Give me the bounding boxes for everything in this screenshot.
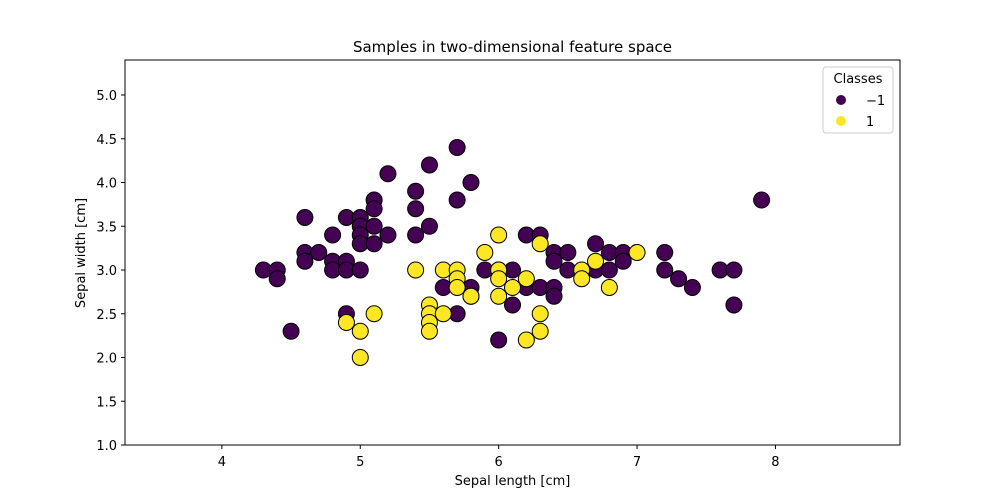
- legend-title: Classes: [834, 72, 883, 87]
- data-point-class-1: [587, 252, 605, 270]
- data-point-class-neg1: [268, 270, 286, 288]
- data-point-class-1: [448, 279, 466, 296]
- data-point-class-1: [337, 314, 355, 331]
- data-point-class-1: [517, 270, 535, 288]
- plot-background: [125, 60, 900, 445]
- x-tick-label: 6: [495, 455, 503, 470]
- data-point-class-neg1: [379, 226, 397, 244]
- legend-marker-class-neg1: [836, 95, 846, 105]
- data-point-class-1: [476, 244, 494, 261]
- data-point-class-neg1: [656, 261, 674, 279]
- data-point-class-neg1: [559, 244, 577, 261]
- data-point-class-1: [504, 279, 521, 296]
- data-point-class-neg1: [407, 200, 425, 218]
- data-point-class-neg1: [725, 261, 743, 279]
- data-point-class-1: [490, 287, 508, 305]
- x-axis-label: Sepal length [cm]: [455, 474, 571, 489]
- data-point-class-neg1: [614, 252, 632, 270]
- data-point-class-1: [531, 322, 549, 340]
- y-tick-label: 2.5: [96, 308, 117, 323]
- data-point-class-neg1: [420, 217, 438, 235]
- data-point-class-neg1: [504, 296, 521, 314]
- plot-area: [125, 60, 900, 445]
- data-point-class-neg1: [324, 226, 342, 244]
- data-point-class-neg1: [282, 322, 300, 340]
- legend-marker-class-1: [836, 116, 846, 126]
- data-point-class-neg1: [407, 226, 425, 244]
- legend-label-class-1: 1: [866, 115, 874, 130]
- x-tick-label: 4: [218, 455, 226, 470]
- data-point-class-1: [531, 305, 549, 323]
- y-tick-label: 4.0: [96, 177, 117, 192]
- data-point-class-1: [517, 331, 535, 349]
- data-point-class-1: [434, 305, 452, 323]
- y-tick-label: 3.5: [96, 220, 117, 235]
- data-point-class-1: [351, 322, 369, 340]
- data-point-class-neg1: [365, 217, 383, 235]
- data-point-class-1: [365, 305, 383, 323]
- x-tick-label: 8: [771, 455, 779, 470]
- y-axis-ticks: 1.0 1.5 2.0 2.5 3.0 3.5 4.0 4.5 5.0: [96, 89, 125, 454]
- data-point-class-neg1: [365, 235, 383, 253]
- y-tick-label: 2.0: [96, 352, 117, 367]
- data-point-class-1: [628, 244, 646, 261]
- data-point-class-neg1: [670, 270, 688, 288]
- data-point-class-neg1: [351, 261, 369, 279]
- data-point-class-neg1: [490, 331, 508, 349]
- data-point-class-neg1: [545, 252, 563, 270]
- y-tick-label: 1.5: [96, 395, 117, 410]
- data-point-class-neg1: [448, 139, 466, 156]
- chart-title: Samples in two-dimensional feature space: [353, 38, 672, 56]
- data-point-class-1: [490, 270, 508, 288]
- data-point-class-neg1: [420, 156, 438, 174]
- data-markers: [254, 139, 771, 366]
- data-point-class-1: [462, 287, 480, 305]
- y-tick-label: 3.0: [96, 264, 117, 279]
- data-point-class-neg1: [462, 174, 480, 191]
- data-point-class-neg1: [600, 261, 618, 279]
- data-point-class-neg1: [656, 244, 674, 261]
- data-point-class-neg1: [753, 191, 771, 209]
- data-point-class-neg1: [296, 252, 314, 270]
- data-point-class-neg1: [683, 279, 701, 296]
- data-point-class-neg1: [296, 209, 314, 226]
- legend-label-class-neg1: −1: [866, 94, 885, 109]
- data-point-class-neg1: [365, 200, 383, 218]
- data-point-class-1: [531, 235, 549, 253]
- data-point-class-1: [573, 270, 591, 288]
- data-point-class-neg1: [310, 244, 328, 261]
- y-axis-label: Sepal width [cm]: [74, 198, 89, 308]
- x-tick-label: 7: [633, 455, 641, 470]
- data-point-class-1: [490, 226, 508, 244]
- data-point-class-1: [351, 349, 369, 366]
- data-point-class-neg1: [379, 165, 397, 183]
- data-point-class-neg1: [448, 191, 466, 209]
- x-tick-label: 5: [356, 455, 364, 470]
- data-point-class-neg1: [725, 296, 743, 314]
- data-point-class-neg1: [407, 182, 425, 200]
- x-axis-ticks: 4 5 6 7 8: [218, 445, 780, 470]
- y-tick-label: 4.5: [96, 133, 117, 148]
- plot-frame: [124, 59, 901, 446]
- data-point-class-neg1: [587, 235, 605, 253]
- y-tick-label: 1.0: [96, 439, 117, 454]
- data-point-class-1: [600, 279, 618, 296]
- y-tick-label: 5.0: [96, 89, 117, 104]
- data-point-class-1: [420, 322, 438, 340]
- data-point-class-1: [407, 261, 425, 279]
- legend: Classes −1 1: [822, 66, 894, 134]
- data-point-class-neg1: [545, 287, 563, 305]
